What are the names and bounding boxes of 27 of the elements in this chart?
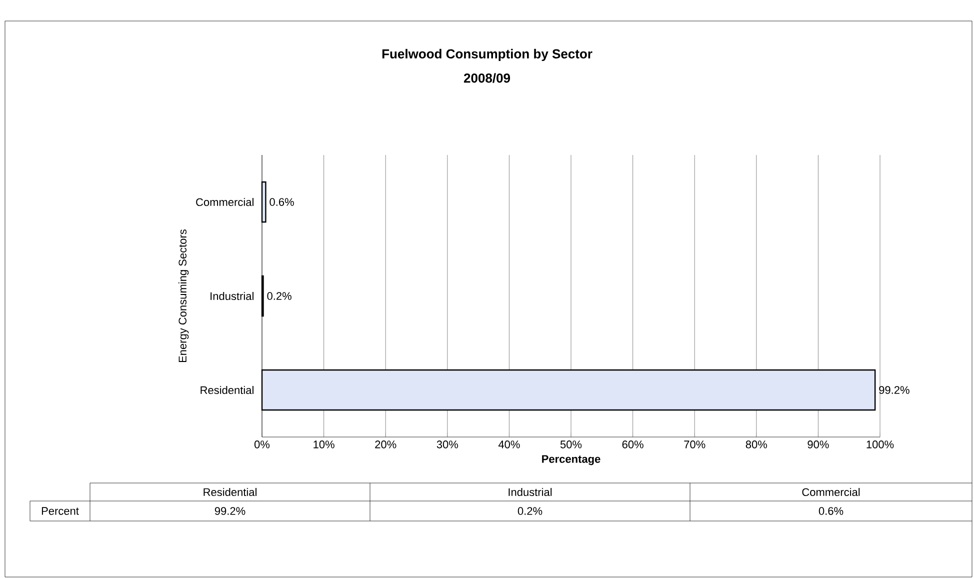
text: 0.2% — [518, 507, 542, 515]
y-tick-label: Commercial — [196, 198, 254, 206]
x-tick-label: 0% — [254, 440, 270, 448]
x-tick-label: 60% — [622, 440, 644, 448]
chart-subtitle: 2008/09 — [464, 73, 510, 83]
y-tick-label: Residential — [200, 386, 254, 394]
data-label: 0.2% — [267, 292, 292, 300]
x-tick-label: 70% — [684, 440, 706, 448]
data-label: 0.6% — [270, 198, 294, 206]
category-label: Commercial — [802, 488, 860, 496]
x-tick-label: 30% — [436, 440, 458, 448]
text: 0.6% — [818, 507, 844, 515]
text: 99.2% — [214, 507, 246, 515]
x-tick-label: 20% — [375, 440, 396, 448]
text: Percent — [42, 507, 79, 515]
x-tick-label: 90% — [808, 440, 829, 448]
x-axis-title: Percentage — [542, 455, 600, 466]
y-tick-label: Industrial — [210, 292, 254, 300]
y-axis-title: Energy Consuming Sectors — [178, 229, 189, 362]
data-label: 99.2% — [879, 386, 910, 394]
category-label: Industrial — [508, 488, 552, 496]
chart-title: Fuelwood Consumption by Sector — [382, 48, 592, 62]
x-tick-label: 10% — [314, 440, 334, 448]
x-tick-label: 100% — [866, 440, 894, 448]
x-tick-label: 50% — [560, 440, 582, 448]
x-tick-label: 40% — [498, 440, 520, 448]
x-tick-label: 80% — [746, 440, 768, 448]
